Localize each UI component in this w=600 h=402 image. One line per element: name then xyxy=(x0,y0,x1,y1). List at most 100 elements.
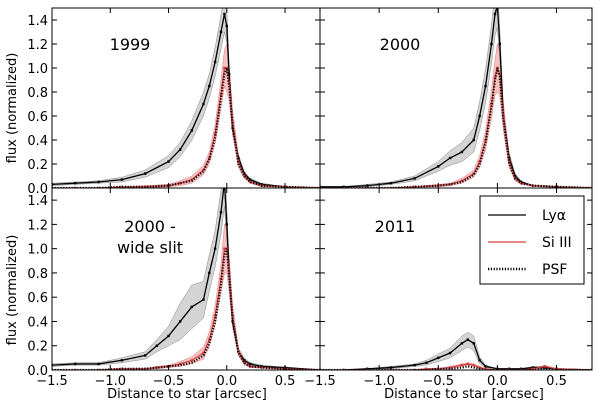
series-psf-line-0 xyxy=(52,67,320,188)
data-point-lya xyxy=(460,150,464,154)
data-point-si3 xyxy=(342,186,345,188)
data-point-lya xyxy=(460,342,464,345)
y-axis-label-top: flux (normalized) xyxy=(5,53,20,164)
y-tick-label: 0.8 xyxy=(27,267,48,282)
data-point-si3 xyxy=(178,182,182,185)
series-lya-line-2 xyxy=(52,188,320,370)
data-point-lya xyxy=(202,298,205,301)
panel-title-2: 2000 - xyxy=(124,217,176,236)
data-point-lya xyxy=(448,156,452,160)
data-point-lya xyxy=(144,172,147,175)
y-tick-label: 0.8 xyxy=(27,86,48,101)
error-band-lya-1 xyxy=(320,8,592,188)
y-tick-label: 0.6 xyxy=(27,110,48,125)
data-point-si3 xyxy=(493,76,497,79)
plot-area-3 xyxy=(320,332,592,370)
series-si3-line-0 xyxy=(52,67,320,188)
x-tick-label: 0.0 xyxy=(487,374,508,389)
data-point-lya xyxy=(155,344,159,347)
x-tick-label: −0.5 xyxy=(153,374,185,389)
data-point-lya xyxy=(490,42,493,46)
y-tick-label: 0.0 xyxy=(27,182,48,197)
data-point-si3 xyxy=(478,366,481,369)
data-point-si3 xyxy=(243,174,246,178)
data-point-lya xyxy=(120,178,124,181)
data-point-si3 xyxy=(448,183,452,186)
data-point-lya xyxy=(219,211,223,214)
data-point-lya xyxy=(52,363,54,367)
data-point-lya xyxy=(437,165,440,168)
data-point-si3 xyxy=(202,168,205,172)
data-point-si3 xyxy=(425,367,428,370)
data-point-si3 xyxy=(466,362,470,366)
data-point-si3 xyxy=(223,66,226,70)
panel-title-3: 2011 xyxy=(375,217,416,236)
data-point-si3 xyxy=(248,180,252,184)
data-point-lya xyxy=(144,354,147,357)
data-point-si3 xyxy=(413,368,416,370)
data-point-lya xyxy=(248,178,252,181)
data-point-lya xyxy=(208,84,211,88)
data-point-lya xyxy=(202,102,205,106)
data-point-lya xyxy=(508,367,511,370)
error-band-si3-0 xyxy=(52,43,320,188)
x-tick-label: 0.5 xyxy=(546,374,567,389)
data-point-lya xyxy=(213,60,217,64)
data-point-lya xyxy=(190,129,194,132)
panel-title-0: 1999 xyxy=(110,35,151,54)
data-point-lya xyxy=(248,362,252,366)
data-point-lya xyxy=(225,24,228,28)
y-tick-label: 0.4 xyxy=(27,315,48,330)
error-band-si3-2 xyxy=(52,224,320,370)
x-tick-label: 0.0 xyxy=(216,374,237,389)
data-point-lya xyxy=(543,366,546,369)
panel-title-2: wide slit xyxy=(117,238,183,257)
data-point-lya xyxy=(260,365,263,368)
data-point-lya xyxy=(498,42,501,46)
data-point-si3 xyxy=(223,247,226,250)
data-point-lya xyxy=(448,351,452,355)
y-tick-label: 0.2 xyxy=(27,158,48,173)
data-point-si3 xyxy=(225,66,228,70)
data-point-lya xyxy=(389,182,393,185)
data-point-lya xyxy=(484,84,487,88)
y-tick-label: 1.2 xyxy=(27,218,48,233)
x-tick-label: −1.0 xyxy=(363,374,395,389)
x-tick-label: −0.5 xyxy=(422,374,454,389)
series-lya-line-0 xyxy=(52,13,320,188)
data-point-lya xyxy=(496,4,498,6)
data-point-si3 xyxy=(190,359,194,362)
series-si3-line-3 xyxy=(320,363,592,370)
x-tick-label: −1.0 xyxy=(94,374,126,389)
data-point-lya xyxy=(519,367,523,370)
data-point-si3 xyxy=(484,367,487,370)
x-axis-label-left: Distance to star [arcsec] xyxy=(107,387,267,402)
data-point-lya xyxy=(466,338,470,341)
panel-2: 0.0 0.2 0.4 0.6 0.8 1.0 1.2 1.4 −1.5 −1.0 −0.5 0.0 0… xyxy=(27,187,321,389)
data-point-lya xyxy=(478,359,481,362)
series-lya-line-3 xyxy=(320,338,592,370)
data-point-lya xyxy=(74,362,77,366)
y-tick-label: 1.2 xyxy=(27,38,48,53)
x-tick-label: 0.5 xyxy=(275,374,296,389)
series-psf-line-1 xyxy=(320,67,592,188)
y-tick-label: 1.0 xyxy=(27,62,48,77)
data-point-si3 xyxy=(366,368,369,370)
data-point-lya xyxy=(493,12,497,16)
data-point-si3 xyxy=(213,132,217,136)
x-tick-label: −1.5 xyxy=(36,374,68,389)
data-point-lya xyxy=(52,183,54,186)
data-point-lya xyxy=(243,359,246,362)
data-point-lya xyxy=(74,182,77,185)
data-point-si3 xyxy=(413,185,416,188)
data-point-lya xyxy=(389,366,393,369)
y-tick-label: 1.0 xyxy=(27,243,48,258)
data-point-lya xyxy=(366,367,369,370)
panel-1: 2000 xyxy=(319,4,593,189)
data-point-si3 xyxy=(508,160,511,163)
plot-area-2 xyxy=(52,188,320,370)
error-band-lya-3 xyxy=(320,332,592,370)
data-point-si3 xyxy=(227,81,231,84)
legend-label-0: Lyα xyxy=(542,208,566,224)
